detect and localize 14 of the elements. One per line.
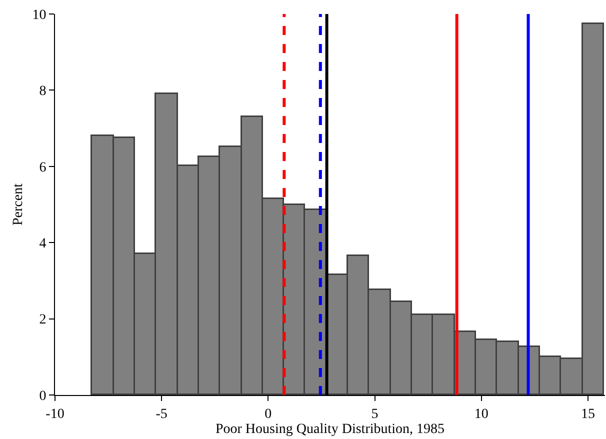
y-tick-label: 2 bbox=[39, 312, 46, 328]
x-tick-label: -5 bbox=[156, 406, 168, 422]
y-axis-title: Percent bbox=[10, 183, 26, 226]
x-tick-label: 15 bbox=[580, 406, 595, 422]
x-tick-label: 0 bbox=[264, 406, 272, 422]
y-tick-label: 4 bbox=[39, 236, 46, 252]
x-tick-label: -10 bbox=[46, 406, 64, 422]
x-axis-title: Poor Housing Quality Distribution, 1985 bbox=[215, 422, 445, 438]
y-tick-label: 10 bbox=[32, 8, 46, 23]
x-tick-label: 10 bbox=[474, 406, 488, 422]
y-tick-label: 8 bbox=[39, 84, 46, 100]
x-tick-label: 5 bbox=[371, 406, 378, 422]
y-tick-label: 0 bbox=[39, 388, 46, 404]
y-tick-label: 6 bbox=[39, 160, 46, 176]
